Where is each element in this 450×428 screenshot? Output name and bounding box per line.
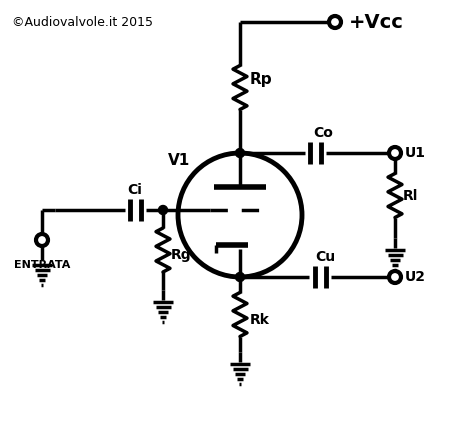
Text: Rp: Rp xyxy=(250,72,273,87)
Circle shape xyxy=(391,149,400,158)
Text: Ci: Ci xyxy=(127,183,142,197)
Circle shape xyxy=(235,149,244,158)
Text: Cu: Cu xyxy=(315,250,335,264)
Circle shape xyxy=(235,273,244,282)
Text: Rg: Rg xyxy=(171,248,192,262)
Circle shape xyxy=(36,234,48,246)
Circle shape xyxy=(389,147,401,159)
Circle shape xyxy=(329,16,341,28)
Circle shape xyxy=(389,271,401,283)
Text: Rl: Rl xyxy=(403,188,418,202)
Circle shape xyxy=(158,205,167,214)
Text: U1: U1 xyxy=(405,146,426,160)
Text: ©Audiovalvole.it 2015: ©Audiovalvole.it 2015 xyxy=(12,15,153,29)
Text: +Vcc: +Vcc xyxy=(349,12,404,32)
Text: V1: V1 xyxy=(168,152,190,167)
Text: U2: U2 xyxy=(405,270,426,284)
Text: Rk: Rk xyxy=(250,312,270,327)
Text: Co: Co xyxy=(313,126,333,140)
Text: ENTRATA: ENTRATA xyxy=(14,260,70,270)
